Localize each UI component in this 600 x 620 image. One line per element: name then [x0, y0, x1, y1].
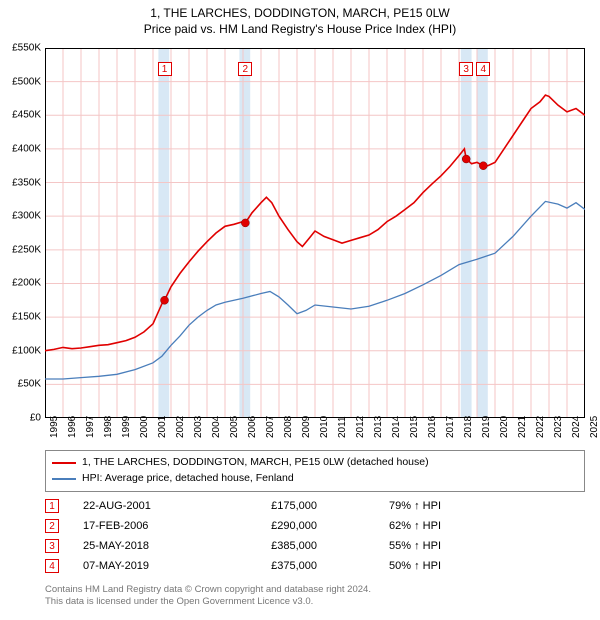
chart-plot-area: £0£50K£100K£150K£200K£250K£300K£350K£400…: [45, 48, 585, 418]
sales-table-row: 1 22-AUG-2001 £175,000 79% ↑ HPI: [45, 496, 585, 516]
sale-marker-box: 2: [238, 62, 252, 76]
x-axis-label: 2008: [279, 416, 294, 438]
y-axis-label: £350K: [12, 177, 45, 188]
sale-marker-box: 2: [45, 519, 59, 533]
sale-marker-box: 3: [45, 539, 59, 553]
y-axis-label: £500K: [12, 76, 45, 87]
x-axis-label: 2018: [459, 416, 474, 438]
sales-table-row: 2 17-FEB-2006 £290,000 62% ↑ HPI: [45, 516, 585, 536]
legend-swatch: [52, 478, 76, 480]
legend-label: 1, THE LARCHES, DODDINGTON, MARCH, PE15 …: [82, 455, 429, 471]
page: 1, THE LARCHES, DODDINGTON, MARCH, PE15 …: [0, 0, 600, 620]
y-axis-label: £200K: [12, 278, 45, 289]
y-axis-label: £400K: [12, 143, 45, 154]
x-axis-label: 1996: [63, 416, 78, 438]
x-axis-label: 1995: [45, 416, 60, 438]
y-axis-label: £300K: [12, 211, 45, 222]
x-axis-label: 2024: [567, 416, 582, 438]
y-axis-label: £100K: [12, 345, 45, 356]
x-axis-label: 2022: [531, 416, 546, 438]
x-axis-label: 2006: [243, 416, 258, 438]
x-axis-label: 1997: [81, 416, 96, 438]
sale-price: £375,000: [217, 560, 317, 572]
x-axis-label: 2003: [189, 416, 204, 438]
chart-svg: [45, 48, 585, 418]
legend-label: HPI: Average price, detached house, Fenl…: [82, 471, 294, 487]
sales-table-row: 4 07-MAY-2019 £375,000 50% ↑ HPI: [45, 556, 585, 576]
sale-marker-box: 1: [158, 62, 172, 76]
sales-table-row: 3 25-MAY-2018 £385,000 55% ↑ HPI: [45, 536, 585, 556]
x-axis-label: 2015: [405, 416, 420, 438]
sale-marker-box: 4: [476, 62, 490, 76]
legend-item: HPI: Average price, detached house, Fenl…: [52, 471, 578, 487]
x-axis-label: 2007: [261, 416, 276, 438]
sale-marker-box: 1: [45, 499, 59, 513]
y-axis-label: £250K: [12, 244, 45, 255]
x-axis-label: 2009: [297, 416, 312, 438]
title-line-1: 1, THE LARCHES, DODDINGTON, MARCH, PE15 …: [0, 6, 600, 22]
x-axis-label: 2004: [207, 416, 222, 438]
sale-marker-box: 4: [45, 559, 59, 573]
x-axis-label: 2023: [549, 416, 564, 438]
sale-hpi: 62% ↑ HPI: [341, 520, 441, 532]
x-axis-label: 2020: [495, 416, 510, 438]
sale-marker-box: 3: [459, 62, 473, 76]
sale-hpi: 55% ↑ HPI: [341, 540, 441, 552]
x-axis-label: 2001: [153, 416, 168, 438]
footer-attribution: Contains HM Land Registry data © Crown c…: [45, 584, 585, 609]
sale-date: 17-FEB-2006: [83, 520, 193, 532]
sale-date: 25-MAY-2018: [83, 540, 193, 552]
legend-swatch: [52, 462, 76, 464]
sales-table: 1 22-AUG-2001 £175,000 79% ↑ HPI 2 17-FEB-200…: [45, 496, 585, 576]
legend-box: 1, THE LARCHES, DODDINGTON, MARCH, PE15 …: [45, 450, 585, 492]
x-axis-label: 2000: [135, 416, 150, 438]
x-axis-label: 2021: [513, 416, 528, 438]
x-axis-label: 2025: [585, 416, 600, 438]
sale-price: £385,000: [217, 540, 317, 552]
x-axis-label: 2005: [225, 416, 240, 438]
footer-line-2: This data is licensed under the Open Gov…: [45, 596, 585, 608]
chart-title: 1, THE LARCHES, DODDINGTON, MARCH, PE15 …: [0, 0, 600, 37]
sale-hpi: 50% ↑ HPI: [341, 560, 441, 572]
sale-date: 22-AUG-2001: [83, 500, 193, 512]
x-axis-label: 2019: [477, 416, 492, 438]
x-axis-label: 2014: [387, 416, 402, 438]
x-axis-label: 2017: [441, 416, 456, 438]
sale-price: £290,000: [217, 520, 317, 532]
x-axis-label: 2012: [351, 416, 366, 438]
sale-price: £175,000: [217, 500, 317, 512]
x-axis-label: 1998: [99, 416, 114, 438]
y-axis-label: £550K: [12, 43, 45, 54]
sale-hpi: 79% ↑ HPI: [341, 500, 441, 512]
legend-item: 1, THE LARCHES, DODDINGTON, MARCH, PE15 …: [52, 455, 578, 471]
title-line-2: Price paid vs. HM Land Registry's House …: [0, 22, 600, 38]
y-axis-label: £0: [30, 413, 45, 424]
x-axis-label: 2011: [333, 416, 348, 438]
y-axis-label: £450K: [12, 110, 45, 121]
x-axis-label: 2010: [315, 416, 330, 438]
x-axis-label: 2016: [423, 416, 438, 438]
y-axis-label: £150K: [12, 312, 45, 323]
footer-line-1: Contains HM Land Registry data © Crown c…: [45, 584, 585, 596]
x-axis-label: 1999: [117, 416, 132, 438]
x-axis-label: 2002: [171, 416, 186, 438]
sale-date: 07-MAY-2019: [83, 560, 193, 572]
y-axis-label: £50K: [18, 379, 45, 390]
x-axis-label: 2013: [369, 416, 384, 438]
